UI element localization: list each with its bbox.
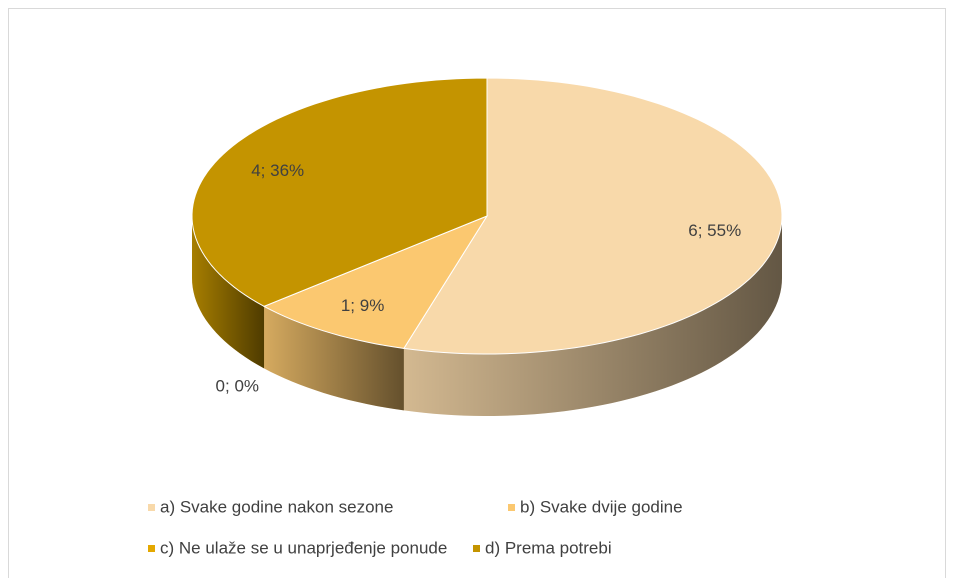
slice [191, 77, 488, 307]
data-label: 4; 36% [251, 161, 304, 180]
slice-side-shade [192, 216, 265, 369]
legend-marker [508, 504, 515, 511]
legend-marker [148, 504, 155, 511]
data-label: 1; 9% [341, 296, 384, 315]
data-label: 6; 55% [688, 221, 741, 240]
legend-label: d) Prema potrebi [485, 538, 612, 557]
legend-label: a) Svake godine nakon sezone [160, 497, 393, 516]
slice [403, 77, 783, 355]
legend-marker [148, 545, 155, 552]
legend-marker [473, 545, 480, 552]
slice-side-shade [403, 216, 782, 416]
slice-side-shade [264, 306, 404, 411]
legend-label: b) Svake dvije godine [520, 497, 683, 516]
legend-label: c) Ne ulaže se u unaprjeđenje ponude [160, 538, 447, 557]
slice [262, 214, 489, 349]
data-label: 0; 0% [216, 377, 259, 396]
